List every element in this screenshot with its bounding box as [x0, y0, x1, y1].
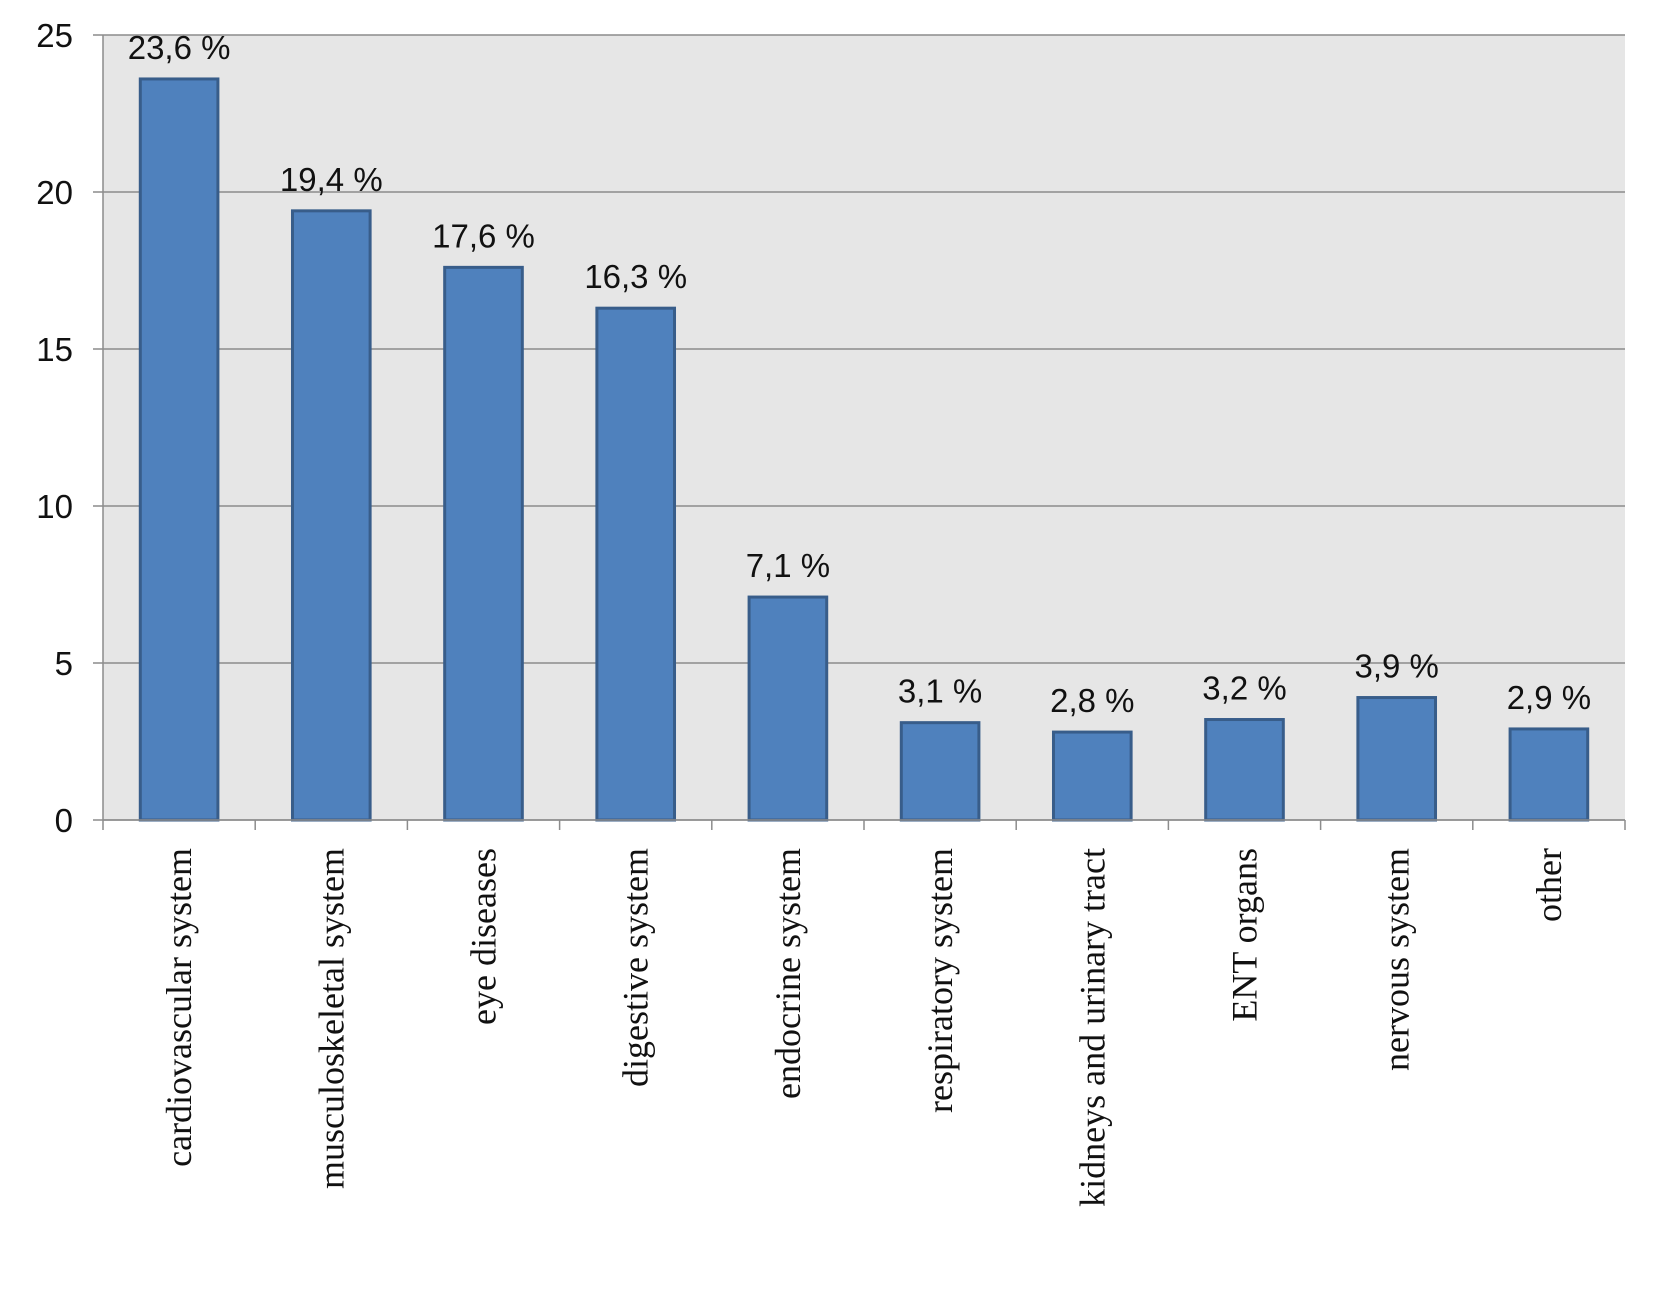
data-label: 16,3 % — [584, 258, 687, 295]
bar — [1204, 718, 1285, 822]
data-label: 17,6 % — [432, 217, 535, 254]
data-label: 23,6 % — [128, 29, 231, 66]
bar — [1051, 730, 1133, 822]
x-category-label: ENT organs — [1225, 848, 1265, 1022]
y-tick-label: 10 — [36, 488, 73, 525]
bar — [443, 265, 524, 822]
data-label: 19,4 % — [280, 161, 383, 198]
bar — [595, 306, 677, 822]
data-label: 2,8 % — [1050, 682, 1134, 719]
x-category-label: endocrine system — [768, 848, 808, 1099]
x-category-label: other — [1529, 848, 1569, 922]
y-tick-label: 5 — [55, 645, 73, 682]
bar — [138, 77, 220, 822]
y-tick-label: 25 — [36, 17, 73, 54]
data-label: 3,2 % — [1202, 670, 1286, 707]
x-category-label: respiratory system — [920, 848, 960, 1113]
data-label: 3,9 % — [1355, 648, 1439, 685]
bars: 23,6 % 19,4 % 17,6 % 16,3 % 7,1 % 3,1 % 2,8 % 3… — [128, 29, 1591, 822]
bar — [290, 209, 372, 822]
y-tick-label: 0 — [55, 802, 73, 839]
bar — [747, 595, 829, 822]
data-label: 2,9 % — [1507, 679, 1591, 716]
data-label: 3,1 % — [898, 673, 982, 710]
x-category-label: nervous system — [1377, 848, 1417, 1071]
x-category-label: cardiovascular system — [159, 848, 199, 1167]
y-tick-label: 20 — [36, 174, 73, 211]
bar — [899, 721, 981, 822]
data-label: 7,1 % — [746, 547, 830, 584]
x-category-label: musculoskeletal system — [311, 848, 351, 1189]
bar — [1356, 696, 1438, 822]
x-category-label: digestive system — [616, 848, 656, 1087]
y-tick-label: 15 — [36, 331, 73, 368]
x-axis: cardiovascular system musculoskeletal sys… — [102, 819, 1626, 1207]
bar — [1508, 727, 1590, 822]
y-axis: 0 5 10 15 20 25 — [36, 17, 104, 839]
x-category-label: kidneys and urinary tract — [1072, 848, 1112, 1207]
x-category-label: eye diseases — [464, 848, 504, 1025]
